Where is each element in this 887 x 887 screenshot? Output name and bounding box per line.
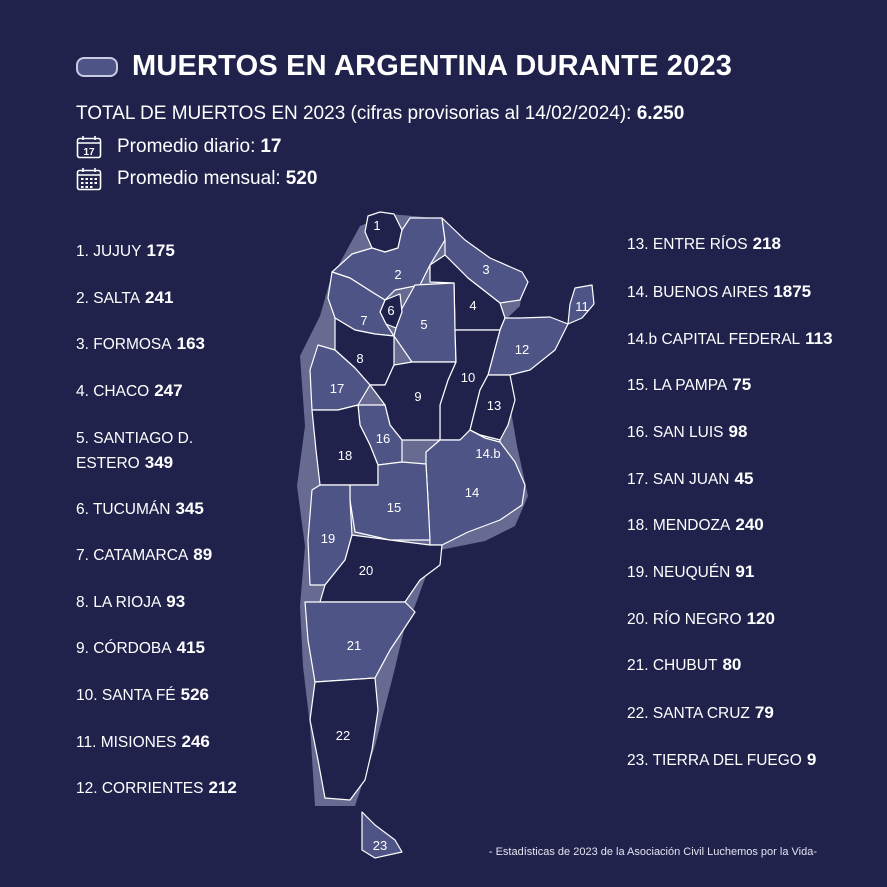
- label-1: 1: [373, 218, 380, 233]
- list-item: 10. SANTA FÉ 526: [76, 685, 210, 704]
- list-item: 16. SAN LUIS 98: [627, 422, 748, 441]
- label-11: 11: [575, 299, 589, 314]
- list-item: 21. CHUBUT 80: [627, 655, 742, 674]
- pill-icon: [76, 56, 118, 77]
- label-14b: 14.b: [475, 446, 500, 461]
- province-22: [309, 677, 379, 801]
- province-3: [441, 217, 529, 304]
- list-item: 17. SAN JUAN 45: [627, 469, 754, 488]
- daily-value: 17: [260, 136, 282, 157]
- list-item: 7. CATAMARCA 89: [76, 545, 213, 564]
- list-item: 5. SANTIAGO D. ESTERO 349: [76, 430, 194, 472]
- page-title: MUERTOS EN ARGENTINA DURANTE 2023: [132, 50, 733, 82]
- list-item: 13. ENTRE RÍOS 218: [627, 234, 781, 253]
- label-3: 3: [482, 262, 489, 277]
- province-14b: [469, 429, 501, 443]
- total-label: TOTAL DE MUERTOS EN 2023 (cifras proviso…: [76, 103, 632, 124]
- list-item: 3. FORMOSA 163: [76, 334, 205, 353]
- list-item: 11. MISIONES 246: [76, 732, 210, 751]
- province-20: [319, 534, 443, 603]
- label-9: 9: [414, 389, 421, 404]
- list-item: 18. MENDOZA 240: [627, 515, 764, 534]
- label-23: 23: [373, 838, 387, 853]
- province-7: [327, 271, 395, 337]
- label-16: 16: [376, 431, 390, 446]
- footer-credit: - Estadísticas de 2023 de la Asociación …: [488, 846, 817, 858]
- label-2: 2: [394, 267, 401, 282]
- label-4: 4: [469, 298, 476, 313]
- list-item: 4. CHACO 247: [76, 381, 183, 400]
- province-9: [369, 361, 457, 441]
- list-item: 22. SANTA CRUZ 79: [627, 703, 774, 722]
- label-5: 5: [420, 317, 427, 332]
- province-11: [567, 284, 595, 325]
- list-item: 20. RÍO NEGRO 120: [627, 609, 775, 628]
- monthly-average: Promedio mensual: 520: [76, 167, 317, 191]
- total-line: TOTAL DE MUERTOS EN 2023 (cifras proviso…: [76, 103, 684, 125]
- label-15: 15: [387, 500, 401, 515]
- label-10: 10: [461, 370, 475, 385]
- province-23: [361, 811, 403, 859]
- label-14: 14: [465, 485, 479, 500]
- list-item: 9. CÓRDOBA 415: [76, 638, 205, 657]
- label-7: 7: [360, 313, 367, 328]
- label-13: 13: [487, 398, 501, 413]
- daily-average: 17 Promedio diario: 17: [76, 135, 281, 159]
- label-18: 18: [338, 448, 352, 463]
- monthly-label: Promedio mensual:: [117, 168, 281, 189]
- total-value: 6.250: [636, 103, 685, 124]
- list-item: 8. LA RIOJA 93: [76, 592, 186, 611]
- province-21: [304, 601, 416, 683]
- list-item: 15. LA PAMPA 75: [627, 375, 752, 394]
- list-item: 23. TIERRA DEL FUEGO 9: [627, 750, 817, 769]
- list-item: 14.b CAPITAL FEDERAL 113: [627, 329, 833, 348]
- label-12: 12: [515, 342, 529, 357]
- province-1: [364, 211, 403, 253]
- monthly-value: 520: [285, 168, 318, 189]
- list-item: 2. SALTA 241: [76, 288, 174, 307]
- label-8: 8: [356, 351, 363, 366]
- calendar-month-icon: [76, 168, 102, 191]
- list-item: 14. BUENOS AIRES 1875: [627, 282, 812, 301]
- list-item: 12. CORRIENTES 212: [76, 778, 237, 797]
- argentina-map: 1 2 3 4 5 6 7 8 9 10 11 12 13 14 14.b 15…: [297, 211, 595, 859]
- label-20: 20: [359, 563, 373, 578]
- calendar-day-number: 17: [83, 147, 95, 158]
- label-19: 19: [321, 531, 335, 546]
- title-row: MUERTOS EN ARGENTINA DURANTE 2023: [76, 50, 732, 83]
- daily-label: Promedio diario:: [117, 136, 256, 157]
- calendar-day-icon: 17: [76, 136, 102, 159]
- label-22: 22: [336, 728, 350, 743]
- label-6: 6: [387, 303, 394, 318]
- label-17: 17: [330, 381, 344, 396]
- list-item: 1. JUJUY 175: [76, 241, 175, 260]
- list-item: 6. TUCUMÁN 345: [76, 499, 204, 518]
- list-item: 19. NEUQUÉN 91: [627, 562, 755, 581]
- label-21: 21: [347, 638, 361, 653]
